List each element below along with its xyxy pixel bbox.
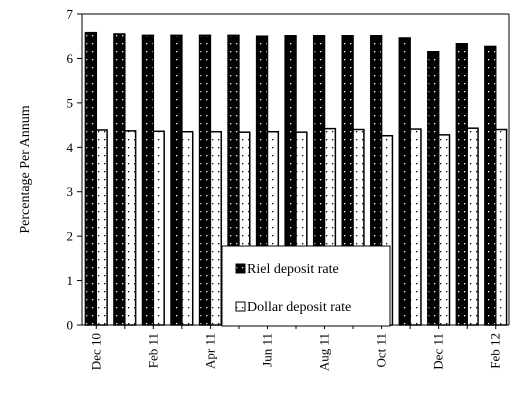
x-tick-label: Apr 11: [202, 333, 217, 369]
bar-dollar: [410, 129, 421, 325]
y-tick-label: 5: [67, 95, 74, 110]
bar-riel: [200, 35, 211, 325]
bar-dollar: [125, 131, 136, 325]
legend-label-dollar: Dollar deposit rate: [247, 300, 351, 315]
bar-riel: [85, 33, 96, 325]
x-tick-label: Jun 11: [259, 333, 274, 367]
y-tick-label: 7: [67, 7, 74, 22]
legend-swatch-dollar: [236, 302, 245, 311]
y-tick-label: 2: [67, 229, 74, 244]
legend-label-riel: Riel deposit rate: [247, 262, 339, 277]
bar-dollar: [467, 128, 478, 325]
bar-riel: [399, 38, 410, 325]
y-tick-label: 1: [67, 273, 74, 288]
legend: Riel deposit rate Dollar deposit rate: [222, 246, 390, 326]
y-tick-label: 0: [67, 318, 74, 333]
bar-riel: [485, 46, 496, 325]
bar-dollar: [153, 131, 164, 325]
bar-riel: [142, 35, 153, 325]
x-tick-label: Dec 11: [431, 333, 446, 370]
y-tick-label: 3: [67, 184, 74, 199]
y-tick-label: 4: [67, 140, 74, 155]
bar-riel: [456, 44, 467, 325]
bar-dollar: [439, 135, 450, 325]
bar-riel: [114, 34, 125, 325]
y-tick-label: 6: [67, 51, 74, 66]
y-axis-title: Percentage Per Annum: [18, 105, 33, 233]
x-tick-label: Aug 11: [317, 333, 332, 371]
bar-dollar: [210, 132, 221, 325]
x-tick-label: Oct 11: [374, 333, 389, 368]
bar-riel: [171, 35, 182, 325]
x-tick-label: Dec 10: [88, 333, 103, 370]
x-tick-label: Feb 11: [145, 333, 160, 368]
x-tick-label: Feb 12: [488, 333, 503, 369]
bar-riel: [428, 52, 439, 325]
bar-dollar: [182, 132, 193, 325]
legend-swatch-riel: [236, 264, 245, 273]
bar-dollar: [496, 130, 507, 325]
bar-dollar: [96, 130, 107, 325]
